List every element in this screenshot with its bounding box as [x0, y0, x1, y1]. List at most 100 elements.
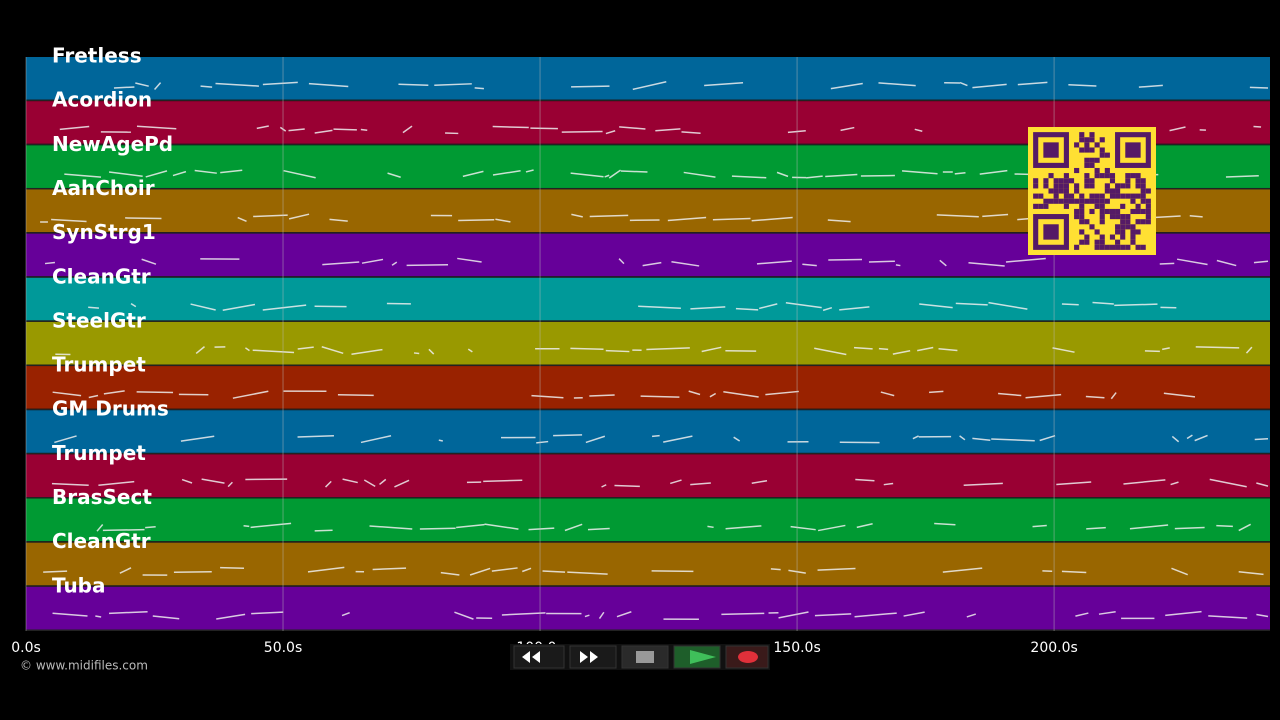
- track-lane: [26, 542, 1270, 586]
- qr-module: [1094, 142, 1100, 148]
- transport-controls: [510, 644, 770, 670]
- note-texture: [119, 567, 132, 574]
- note-texture: [256, 125, 269, 130]
- fast-forward-button[interactable]: [569, 645, 617, 669]
- qr-module: [1099, 147, 1105, 153]
- note-texture: [360, 128, 368, 132]
- track-name: Acordion: [52, 88, 152, 112]
- qr-module: [1084, 183, 1090, 189]
- qr-module: [1079, 198, 1085, 204]
- qr-module: [1140, 193, 1146, 199]
- note-texture: [725, 525, 762, 530]
- qr-module: [1140, 219, 1146, 225]
- note-texture: [1249, 86, 1269, 89]
- note-texture: [324, 480, 332, 488]
- note-texture: [1225, 175, 1259, 178]
- note-texture: [785, 302, 822, 309]
- qr-module: [1145, 219, 1151, 225]
- note-texture: [215, 82, 259, 87]
- note-texture: [1209, 478, 1247, 488]
- note-texture: [492, 125, 529, 129]
- note-texture: [391, 261, 398, 266]
- qr-module: [1089, 157, 1095, 163]
- qr-module: [1145, 188, 1151, 194]
- note-texture: [1061, 303, 1079, 306]
- track-lane: [26, 277, 1270, 321]
- note-texture: [912, 435, 919, 440]
- qr-module: [1068, 193, 1075, 199]
- note-texture: [723, 391, 759, 398]
- note-texture: [135, 82, 149, 87]
- qr-module: [1109, 234, 1116, 240]
- qr-module: [1063, 198, 1069, 204]
- note-texture: [402, 125, 413, 134]
- note-texture: [605, 130, 616, 135]
- note-texture: [130, 302, 137, 308]
- note-texture: [1256, 482, 1269, 487]
- note-texture: [788, 569, 806, 574]
- record-icon: [738, 651, 758, 663]
- record-button[interactable]: [725, 645, 769, 669]
- qr-module: [1120, 229, 1126, 235]
- note-texture: [917, 346, 934, 352]
- note-texture: [903, 611, 925, 617]
- qr-module: [1053, 188, 1059, 194]
- note-texture: [570, 172, 604, 178]
- note-texture: [667, 216, 707, 222]
- rewind-button[interactable]: [513, 645, 565, 669]
- note-texture: [707, 525, 714, 529]
- qr-module: [1048, 173, 1054, 179]
- qr-module: [1120, 244, 1126, 250]
- note-texture: [262, 304, 307, 311]
- note-texture: [136, 391, 174, 394]
- qr-module: [1125, 193, 1131, 199]
- note-texture: [1129, 524, 1169, 530]
- note-texture: [152, 615, 180, 620]
- note-texture: [1032, 524, 1047, 528]
- qr-module: [1079, 147, 1085, 153]
- note-texture: [814, 347, 847, 356]
- note-texture: [1163, 392, 1196, 398]
- qr-module: [1099, 193, 1105, 199]
- note-texture: [878, 82, 916, 87]
- qr-module: [1089, 162, 1095, 168]
- note-texture: [95, 615, 102, 618]
- note-texture: [988, 301, 1028, 310]
- qr-module: [1084, 137, 1090, 143]
- note-texture: [457, 257, 482, 263]
- note-texture: [758, 303, 778, 310]
- note-texture: [1025, 393, 1062, 399]
- qr-module: [1074, 244, 1080, 250]
- qr-module: [1084, 198, 1090, 204]
- note-texture: [914, 128, 923, 132]
- qr-module: [1130, 173, 1136, 179]
- note-texture: [567, 571, 608, 575]
- qr-module: [1089, 193, 1095, 199]
- qr-module: [1084, 178, 1090, 184]
- qr-module: [1089, 198, 1095, 204]
- note-texture: [321, 346, 344, 355]
- note-texture: [883, 482, 894, 486]
- play-button[interactable]: [673, 645, 721, 669]
- qr-module: [1033, 193, 1039, 199]
- qr-module: [1084, 219, 1090, 225]
- qr-module: [1099, 214, 1105, 220]
- note-texture: [1017, 81, 1048, 86]
- note-texture: [283, 169, 316, 179]
- note-texture: [253, 214, 288, 218]
- note-texture: [314, 129, 333, 134]
- note-texture: [1238, 570, 1264, 576]
- qr-finder: [1033, 214, 1069, 250]
- qr-module: [1074, 208, 1080, 215]
- qr-module: [1120, 203, 1126, 209]
- note-texture: [454, 611, 474, 620]
- note-texture: [1086, 526, 1106, 530]
- note-texture: [1176, 258, 1208, 266]
- stop-button[interactable]: [621, 645, 669, 669]
- qr-module: [1099, 152, 1105, 158]
- qr-module: [1115, 183, 1121, 189]
- note-texture: [840, 126, 855, 132]
- note-texture: [1256, 613, 1269, 618]
- qr-module: [1099, 234, 1105, 240]
- note-texture: [972, 437, 991, 442]
